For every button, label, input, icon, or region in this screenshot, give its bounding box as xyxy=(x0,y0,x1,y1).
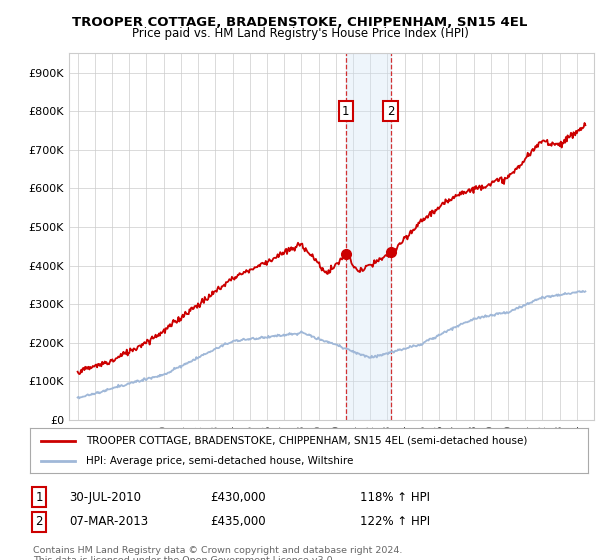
Text: HPI: Average price, semi-detached house, Wiltshire: HPI: Average price, semi-detached house,… xyxy=(86,456,353,466)
Text: £435,000: £435,000 xyxy=(210,515,266,529)
Text: 118% ↑ HPI: 118% ↑ HPI xyxy=(360,491,430,504)
Text: 2: 2 xyxy=(35,515,43,529)
Text: 1: 1 xyxy=(35,491,43,504)
Text: 1: 1 xyxy=(342,105,349,118)
Text: 2: 2 xyxy=(387,105,394,118)
Text: Price paid vs. HM Land Registry's House Price Index (HPI): Price paid vs. HM Land Registry's House … xyxy=(131,27,469,40)
Text: 07-MAR-2013: 07-MAR-2013 xyxy=(69,515,148,529)
Text: Contains HM Land Registry data © Crown copyright and database right 2024.
This d: Contains HM Land Registry data © Crown c… xyxy=(33,546,403,560)
Text: 122% ↑ HPI: 122% ↑ HPI xyxy=(360,515,430,529)
Text: TROOPER COTTAGE, BRADENSTOKE, CHIPPENHAM, SN15 4EL: TROOPER COTTAGE, BRADENSTOKE, CHIPPENHAM… xyxy=(73,16,527,29)
Bar xyxy=(346,53,391,420)
Text: 30-JUL-2010: 30-JUL-2010 xyxy=(69,491,141,504)
Text: TROOPER COTTAGE, BRADENSTOKE, CHIPPENHAM, SN15 4EL (semi-detached house): TROOPER COTTAGE, BRADENSTOKE, CHIPPENHAM… xyxy=(86,436,527,446)
Text: £430,000: £430,000 xyxy=(210,491,266,504)
